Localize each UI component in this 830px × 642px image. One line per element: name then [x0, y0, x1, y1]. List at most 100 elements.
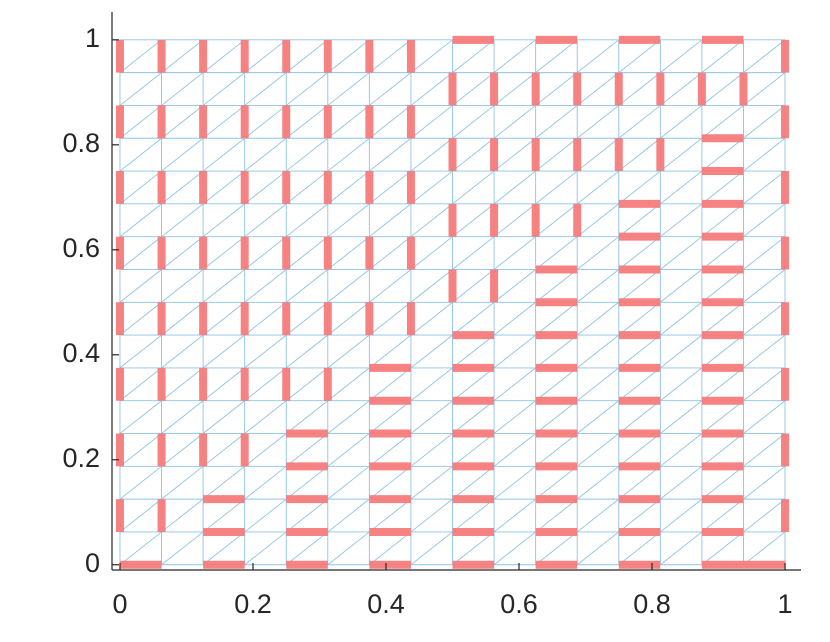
mesh-diagonal	[119, 301, 162, 336]
mesh-diagonal	[618, 465, 661, 500]
mesh-diagonal	[618, 531, 661, 566]
mesh-diagonal	[119, 170, 162, 205]
mesh-diagonal	[618, 367, 661, 402]
mesh-diagonal	[535, 400, 578, 434]
mesh-diagonal	[743, 367, 786, 402]
mesh-diagonal	[701, 301, 744, 336]
mesh-diagonal	[660, 433, 703, 467]
mesh-diagonal	[161, 39, 204, 73]
mesh-diagonal	[743, 531, 786, 566]
mesh-diagonal	[410, 531, 453, 566]
mesh-diagonal	[285, 137, 329, 172]
mesh-diagonal	[119, 465, 162, 500]
mesh-diagonal	[285, 269, 329, 303]
mesh-diagonal	[327, 203, 370, 238]
mesh-diagonal	[410, 334, 453, 369]
mesh-diagonal	[576, 137, 620, 172]
mesh-diagonal	[410, 498, 453, 533]
mesh-diagonal	[493, 203, 536, 238]
mesh-diagonal	[660, 465, 703, 500]
mesh-diagonal	[285, 39, 329, 73]
mesh-diagonal	[327, 400, 370, 434]
mesh-diagonal	[369, 39, 412, 73]
y-tick-label: 0.8	[62, 128, 100, 158]
mesh-diagonal	[701, 269, 744, 303]
mesh-diagonal	[493, 170, 536, 205]
mesh-diagonal	[285, 203, 329, 238]
x-tick-label: 0	[112, 589, 127, 619]
mesh-diagonal	[493, 72, 536, 106]
mesh-diagonal	[701, 531, 744, 566]
mesh-diagonal	[327, 301, 370, 336]
mesh-diagonal	[410, 301, 453, 336]
mesh-diagonal	[576, 498, 620, 533]
mesh-diagonal	[410, 203, 453, 238]
mesh-diagonal	[244, 269, 287, 303]
mesh-diagonal	[701, 137, 744, 172]
mesh-diagonal	[701, 334, 744, 369]
mesh-diagonal	[202, 433, 245, 467]
mesh-diagonal	[743, 72, 786, 106]
mesh-diagonal	[369, 105, 412, 139]
mesh-diagonal	[327, 236, 370, 270]
mesh-diagonal	[660, 269, 703, 303]
mesh-diagonal	[618, 269, 661, 303]
mesh-diagonal	[618, 170, 661, 205]
mesh-diagonal	[535, 269, 578, 303]
mesh-diagonal	[660, 203, 703, 238]
mesh-diagonal	[701, 465, 744, 500]
mesh-diagonal	[701, 170, 744, 205]
mesh-diagonal	[743, 137, 786, 172]
mesh-diagonal	[202, 269, 245, 303]
mesh-diagonal	[535, 334, 578, 369]
mesh-diagonal	[660, 170, 703, 205]
mesh-diagonal	[244, 433, 287, 467]
mesh-diagonal	[701, 105, 744, 139]
mesh-diagonal	[285, 105, 329, 139]
mesh-diagonal	[369, 334, 412, 369]
mesh-diagonal	[660, 400, 703, 434]
mesh-diagonal	[410, 39, 453, 73]
mesh-diagonal	[576, 367, 620, 402]
mesh-diagonal	[743, 203, 786, 238]
mesh-diagonal	[119, 433, 162, 467]
mesh-diagonal	[327, 170, 370, 205]
mesh-diagonal	[327, 39, 370, 73]
mesh-diagonal	[161, 269, 204, 303]
mesh-diagonal	[410, 72, 453, 106]
mesh-diagonal	[369, 170, 412, 205]
mesh-diagonal	[285, 334, 329, 369]
mesh-diagonal	[576, 269, 620, 303]
mesh-diagonal	[576, 400, 620, 434]
mesh-diagonal	[493, 531, 536, 566]
mesh-diagonal	[493, 367, 536, 402]
mesh-diagonal	[119, 334, 162, 369]
mesh-diagonal	[660, 531, 703, 566]
mesh-diagonal	[618, 72, 661, 106]
mesh-diagonal	[327, 531, 370, 566]
mesh-diagonal	[410, 105, 453, 139]
mesh-diagonal	[535, 39, 578, 73]
mesh-diagonal	[743, 301, 786, 336]
mesh-diagonal	[660, 367, 703, 402]
mesh-diagonal	[369, 498, 412, 533]
mesh-diagonal	[327, 498, 370, 533]
mesh-diagonal	[493, 269, 536, 303]
mesh-diagonal	[244, 105, 287, 139]
mesh-diagonal	[161, 105, 204, 139]
mesh-diagonal	[493, 137, 536, 172]
y-tick-label: 0	[85, 548, 100, 578]
mesh-diagonal	[119, 269, 162, 303]
mesh-diagonal	[410, 367, 453, 402]
mesh-diagonal	[410, 269, 453, 303]
mesh-diagonal	[202, 39, 245, 73]
mesh-diagonal	[493, 400, 536, 434]
mesh-diagonal	[493, 334, 536, 369]
mesh-diagonal	[285, 301, 329, 336]
mesh-diagonal	[327, 72, 370, 106]
mesh-diagonal	[285, 367, 329, 402]
mesh-diagonal	[202, 72, 245, 106]
mesh-diagonal	[618, 301, 661, 336]
mesh-diagonal	[618, 203, 661, 238]
mesh-diagonal	[743, 105, 786, 139]
